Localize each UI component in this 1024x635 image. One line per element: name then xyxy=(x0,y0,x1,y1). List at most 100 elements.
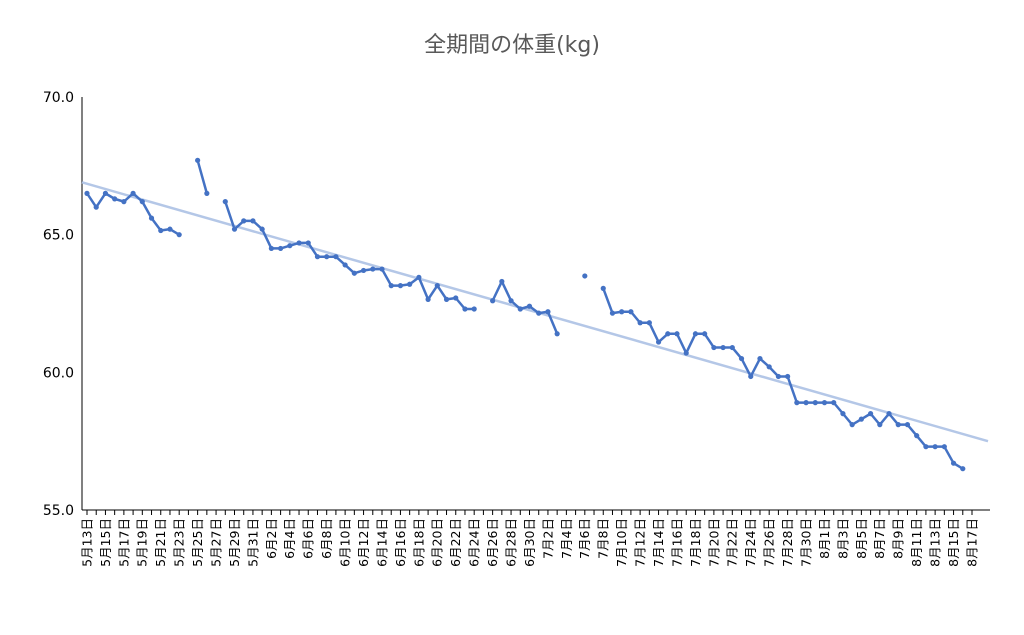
data-point xyxy=(296,240,302,246)
x-tick-label: 7月18日 xyxy=(688,518,703,567)
x-tick-label: 7月16日 xyxy=(669,518,684,567)
data-point xyxy=(231,226,238,232)
x-tick-label: 7月14日 xyxy=(651,518,666,567)
data-point xyxy=(904,422,911,428)
data-point xyxy=(112,196,118,202)
x-tick-label: 7月22日 xyxy=(725,518,740,567)
data-point xyxy=(775,373,782,380)
data-point xyxy=(102,190,109,196)
data-point xyxy=(333,254,339,260)
data-point xyxy=(858,416,864,422)
data-point xyxy=(84,190,90,196)
x-tick-label: 8月1日 xyxy=(817,518,832,559)
x-tick-label: 8月11日 xyxy=(909,518,924,567)
data-point xyxy=(803,400,809,406)
x-tick-label: 6月14日 xyxy=(374,518,389,567)
data-point xyxy=(545,309,551,315)
x-tick-label: 5月31日 xyxy=(245,518,260,567)
data-point xyxy=(840,411,846,417)
data-point xyxy=(637,320,643,326)
x-tick-label: 7月24日 xyxy=(743,518,758,567)
data-point xyxy=(462,306,468,312)
data-point xyxy=(619,309,625,315)
x-tick-label: 7月26日 xyxy=(762,518,777,567)
data-point xyxy=(241,218,247,224)
data-point xyxy=(720,344,726,351)
x-tick-label: 8月5日 xyxy=(854,518,869,559)
x-tick-label: 6月26日 xyxy=(485,518,500,567)
data-point xyxy=(794,400,800,406)
x-tick-label: 6月8日 xyxy=(319,518,334,559)
data-point xyxy=(158,227,164,234)
data-point xyxy=(499,278,505,285)
data-point xyxy=(379,266,385,272)
data-point xyxy=(785,373,791,380)
x-tick-label: 6月22日 xyxy=(448,518,463,567)
data-point xyxy=(388,283,394,289)
data-point xyxy=(148,215,155,221)
x-tick-label: 6月4日 xyxy=(282,518,297,559)
data-point xyxy=(250,218,256,224)
x-tick-label: 8月17日 xyxy=(964,518,979,567)
data-point xyxy=(877,422,883,428)
x-tick-label: 8月7日 xyxy=(872,518,887,559)
data-point xyxy=(757,355,763,362)
data-point xyxy=(526,303,533,309)
data-point xyxy=(324,254,330,260)
series-layer xyxy=(84,157,966,472)
x-tick-label: 5月25日 xyxy=(190,518,205,567)
data-point xyxy=(508,298,514,304)
x-tick-label: 7月28日 xyxy=(780,518,795,567)
data-point xyxy=(711,344,717,351)
x-tick-label: 8月9日 xyxy=(891,518,906,559)
x-tick-label: 6月16日 xyxy=(393,518,408,567)
data-point xyxy=(748,373,754,380)
data-point xyxy=(923,444,929,450)
series-line xyxy=(85,192,181,236)
x-tick-label: 8月15日 xyxy=(946,518,961,567)
data-point xyxy=(683,350,689,356)
data-point xyxy=(914,433,920,439)
data-point xyxy=(766,364,772,370)
data-point xyxy=(886,411,892,417)
data-point xyxy=(738,355,745,362)
data-point xyxy=(176,232,182,238)
x-tick-label: 5月21日 xyxy=(153,518,168,567)
data-point xyxy=(600,285,606,291)
x-tick-label: 6月20日 xyxy=(430,518,445,567)
x-tick-label: 6月10日 xyxy=(338,518,353,567)
data-point xyxy=(950,460,957,466)
y-tick-label: 65.0 xyxy=(43,228,74,244)
data-point xyxy=(895,422,901,428)
data-point xyxy=(259,226,265,232)
data-point xyxy=(425,296,431,302)
data-point xyxy=(314,254,321,260)
data-point xyxy=(821,400,828,406)
data-point xyxy=(665,331,671,337)
data-point xyxy=(351,270,357,276)
x-tick-label: 7月20日 xyxy=(706,518,721,567)
data-point xyxy=(443,296,450,302)
x-tick-label: 7月30日 xyxy=(798,518,813,567)
x-tick-label: 6月12日 xyxy=(356,518,371,567)
data-point xyxy=(277,245,284,252)
x-tick-label: 5月27日 xyxy=(208,518,223,567)
x-tick-label: 5月13日 xyxy=(79,518,94,567)
x-tick-label: 8月13日 xyxy=(928,518,943,567)
x-tick-label: 5月19日 xyxy=(135,518,150,567)
data-point xyxy=(932,444,938,450)
data-point xyxy=(941,444,947,450)
data-point xyxy=(692,331,699,337)
data-point xyxy=(831,400,837,406)
x-axis: 5月13日 5月15日 5月17日 5月19日 5月21日 5月23日 5月25日 5月27日… xyxy=(79,509,990,567)
x-tick-label: 6月30日 xyxy=(522,518,537,567)
data-point xyxy=(287,243,293,249)
data-point xyxy=(536,310,542,316)
x-tick-label: 7月12日 xyxy=(633,518,648,567)
data-point xyxy=(360,267,367,274)
series-line xyxy=(602,287,965,470)
data-point xyxy=(434,283,440,289)
series-line xyxy=(196,159,209,195)
chart-title: 全期間の体重(kg) xyxy=(424,33,600,58)
